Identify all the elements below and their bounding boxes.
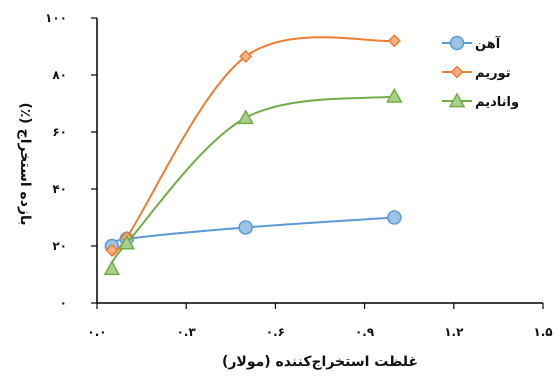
x-axis-title: غلظت استخراج‌کننده (مولار)	[222, 354, 418, 370]
series-line-vanadium	[110, 95, 395, 270]
x-tick-label: ۱.۵	[533, 325, 552, 339]
legend-item-vanadium: وانادیم	[442, 92, 519, 110]
x-tick-label: ۰.۹	[355, 325, 375, 339]
x-tick-label: ۰.۳	[177, 325, 197, 339]
y-tick-label: ۰	[60, 296, 67, 310]
y-tick-label: ۲۰	[52, 239, 67, 253]
data-point-vanadium	[103, 260, 121, 276]
legend-marker-iron	[449, 35, 465, 51]
y-tick-label: ۴۰	[52, 182, 67, 196]
series-thorium	[105, 34, 401, 257]
y-tick-label: ۱۰۰	[45, 11, 67, 25]
y-axis-title: بازده استخراج (٪)	[17, 102, 33, 225]
data-point-thorium	[105, 243, 119, 257]
x-tick-label: ۰.۰	[87, 325, 106, 339]
legend: آهن توریم وانادیم	[442, 35, 519, 110]
data-point-iron	[238, 220, 253, 235]
legend-marker-vanadium	[448, 92, 466, 108]
series-layer	[103, 34, 403, 276]
data-point-vanadium	[118, 234, 136, 250]
x-tick-label: ۱.۲	[444, 325, 464, 339]
legend-item-iron: آهن	[442, 35, 501, 52]
legend-item-thorium: توریم	[442, 65, 511, 81]
axes: ۰ ۲۰ ۴۰ ۶۰ ۸۰ ۱۰۰ ۰.۰ ۰.۳ ۰.۶ ۰.۹ ۱.۲ ۱.۵	[45, 11, 553, 339]
series-vanadium	[103, 87, 403, 276]
data-point-thorium	[239, 49, 253, 64]
data-point-vanadium	[237, 109, 254, 125]
x-tick-label: ۰.۶	[266, 325, 285, 339]
legend-marker-thorium	[450, 65, 464, 79]
data-point-iron	[387, 210, 402, 225]
data-point-thorium	[387, 34, 401, 48]
data-point-vanadium	[386, 87, 403, 103]
legend-label-thorium: توریم	[475, 66, 511, 81]
legend-label-vanadium: وانادیم	[475, 95, 519, 110]
y-tick-label: ۸۰	[52, 68, 67, 82]
y-tick-label: ۶۰	[52, 125, 67, 139]
legend-label-iron: آهن	[475, 35, 501, 52]
